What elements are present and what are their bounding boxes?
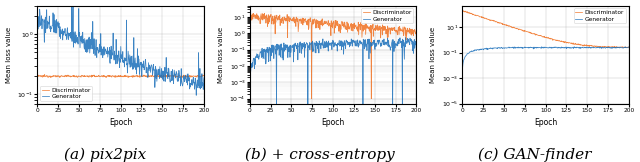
Line: Discriminator: Discriminator: [462, 10, 629, 48]
Discriminator: [624, 47, 632, 49]
Discriminator: [114, 75, 122, 77]
Text: (a) pix2pix: (a) pix2pix: [65, 147, 147, 162]
X-axis label: Epoch: Epoch: [109, 118, 132, 127]
Discriminator: [196, 75, 204, 77]
Y-axis label: Mean loss value: Mean loss value: [218, 27, 224, 83]
Discriminator: [164, 73, 172, 75]
Discriminator: [200, 75, 208, 76]
Discriminator: [459, 9, 467, 11]
Generator: [549, 47, 557, 49]
Discriminator: [409, 29, 417, 31]
Generator: [200, 77, 208, 79]
Discriminator: [346, 28, 353, 30]
Discriminator: [413, 30, 420, 32]
Discriminator: [539, 36, 547, 38]
Legend: Discriminator, Generator: Discriminator, Generator: [361, 8, 413, 23]
Text: (c) GAN-finder: (c) GAN-finder: [477, 147, 591, 162]
Line: Generator: Generator: [462, 47, 629, 101]
Generator: [409, 42, 417, 44]
Discriminator: [246, 14, 253, 16]
Generator: [402, 37, 410, 39]
Line: Discriminator: Discriminator: [250, 13, 417, 99]
Line: Generator: Generator: [37, 0, 204, 95]
Discriminator: [327, 25, 335, 27]
Discriminator: [458, 9, 466, 11]
Line: Generator: Generator: [250, 38, 417, 107]
Generator: [325, 42, 333, 44]
Generator: [538, 46, 545, 48]
Discriminator: [171, 75, 179, 77]
Discriminator: [33, 75, 41, 77]
Generator: [337, 43, 344, 45]
Discriminator: [337, 24, 344, 26]
Generator: [196, 82, 204, 84]
Generator: [170, 69, 178, 71]
Generator: [458, 100, 466, 102]
Discriminator: [625, 46, 633, 48]
Generator: [273, 106, 280, 108]
Legend: Discriminator, Generator: Discriminator, Generator: [40, 86, 92, 101]
Discriminator: [595, 46, 603, 47]
Discriminator: [621, 47, 629, 49]
Generator: [595, 46, 603, 48]
Discriminator: [558, 40, 566, 42]
Generator: [114, 61, 122, 63]
Generator: [246, 83, 253, 85]
Generator: [413, 48, 420, 50]
Generator: [193, 94, 200, 96]
Generator: [113, 57, 120, 59]
Generator: [133, 66, 141, 68]
Generator: [383, 41, 390, 43]
Generator: [558, 47, 566, 49]
Generator: [33, 22, 41, 24]
Y-axis label: Mean loss value: Mean loss value: [430, 27, 436, 83]
X-axis label: Epoch: Epoch: [321, 118, 345, 127]
Generator: [346, 41, 353, 43]
Legend: Discriminator, Generator: Discriminator, Generator: [573, 8, 626, 23]
Discriminator: [124, 75, 132, 77]
X-axis label: Epoch: Epoch: [534, 118, 557, 127]
Generator: [124, 64, 132, 66]
Generator: [539, 46, 547, 48]
Discriminator: [102, 77, 110, 79]
Generator: [625, 46, 633, 48]
Discriminator: [549, 39, 557, 41]
Discriminator: [308, 98, 316, 100]
Discriminator: [326, 23, 333, 25]
Discriminator: [133, 75, 141, 77]
Discriminator: [383, 29, 391, 31]
Generator: [326, 45, 334, 46]
Discriminator: [538, 35, 545, 37]
Discriminator: [113, 75, 120, 77]
Discriminator: [260, 12, 268, 14]
Y-axis label: Mean loss value: Mean loss value: [6, 27, 12, 83]
Line: Discriminator: Discriminator: [37, 74, 204, 78]
Generator: [621, 47, 629, 49]
Generator: [538, 47, 545, 49]
Text: (b) + cross-entropy: (b) + cross-entropy: [245, 147, 395, 162]
